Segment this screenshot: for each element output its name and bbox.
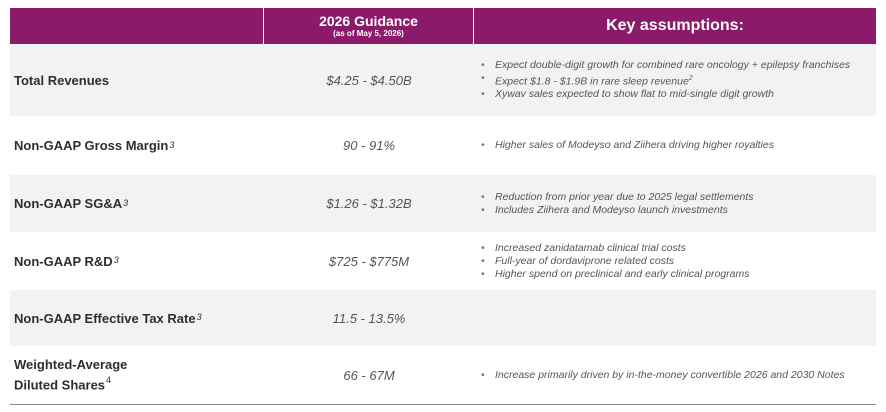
guidance-subtitle: (as of May 5, 2026) <box>333 29 404 38</box>
assumptions-cell: Increased zanidatamab clinical trial cos… <box>474 232 876 290</box>
metric-label: Total Revenues <box>10 44 264 116</box>
footnote-marker: 3 <box>113 255 119 265</box>
assumptions-list: Expect double-digit growth for combined … <box>481 59 850 102</box>
assumption-item: Expect $1.8 - $1.9B in rare sleep revenu… <box>481 72 850 89</box>
metric-name: Non-GAAP Effective Tax Rate <box>14 310 196 326</box>
metric-name: Total Revenues <box>14 72 110 88</box>
header-guidance-cell: 2026 Guidance (as of May 5, 2026) <box>264 8 474 44</box>
header-assumptions-cell: Key assumptions: <box>474 8 876 44</box>
guidance-title: 2026 Guidance <box>319 13 418 29</box>
footnote-marker: 3 <box>123 197 129 208</box>
guidance-value: $4.25 - $4.50B <box>326 72 412 88</box>
guidance-value: 11.5 - 13.5% <box>332 310 406 326</box>
assumptions-cell: Higher sales of Modeyso and Ziihera driv… <box>474 116 876 175</box>
metric-name: Non-GAAP Gross Margin <box>14 138 169 153</box>
assumptions-cell: Expect double-digit growth for combined … <box>474 44 876 116</box>
footnote-marker: 2 <box>688 74 693 82</box>
header-metric-cell <box>10 8 264 44</box>
assumptions-title: Key assumptions: <box>606 17 744 34</box>
assumptions-list: Reduction from prior year due to 2025 le… <box>481 191 754 217</box>
assumption-item: Reduction from prior year due to 2025 le… <box>481 191 754 204</box>
footnote-marker: 3 <box>196 312 202 322</box>
metric-label: Non-GAAP R&D 3 <box>10 232 264 290</box>
assumption-item: Higher sales of Modeyso and Ziihera driv… <box>481 139 774 152</box>
table-row-tax-rate: Non-GAAP Effective Tax Rate 3 11.5 - 13.5… <box>10 290 876 346</box>
metric-label: Non-GAAP SG&A 3 <box>10 175 264 232</box>
assumptions-cell: Reduction from prior year due to 2025 le… <box>474 175 876 232</box>
guidance-value: 90 - 91% <box>342 138 396 153</box>
guidance-value: $1.26 - $1.32B <box>326 196 412 211</box>
assumption-item: Higher spend on preclinical and early cl… <box>481 268 749 281</box>
assumption-item: Xywav sales expected to show flat to mid… <box>481 88 850 101</box>
assumption-item: Includes Ziihera and Modeyso launch inve… <box>481 204 754 217</box>
metric-name: Weighted-Average Diluted Shares4 <box>14 357 128 393</box>
footnote-marker: 3 <box>169 139 175 150</box>
table-row-sga: Non-GAAP SG&A3 $1.26 - $1.32B Reduction … <box>10 175 876 232</box>
table-header: 2026 Guidance (as of May 5, 2026) Key as… <box>10 8 876 44</box>
assumptions-cell: Increase primarily driven by in-the-mone… <box>474 346 876 404</box>
assumption-item: Increase primarily driven by in-the-mone… <box>481 369 845 382</box>
table-row-rnd: Non-GAAP R&D3 $725 - $775M Increased zan… <box>10 232 876 290</box>
metric-label: Non-GAAP Gross Margin 3 <box>10 116 264 175</box>
metric-label: Non-GAAP Effective Tax Rate 3 <box>10 290 264 346</box>
assumptions-list: Higher sales of Modeyso and Ziihera driv… <box>481 139 774 152</box>
bottom-divider <box>10 404 876 405</box>
assumption-item: Expect double-digit growth for combined … <box>481 59 850 72</box>
metric-name: Non-GAAP R&D <box>14 253 113 269</box>
metric-name: Non-GAAP SG&A <box>14 196 123 211</box>
assumptions-cell <box>474 290 876 346</box>
assumptions-list: Increase primarily driven by in-the-mone… <box>481 369 845 382</box>
assumption-item: Increased zanidatamab clinical trial cos… <box>481 242 749 255</box>
table-row-total-revenues: Total Revenues $4.25 - $4.50B Expect dou… <box>10 44 876 116</box>
table-row-diluted-shares: Weighted-Average Diluted Shares4 66 - 67… <box>10 346 876 404</box>
assumptions-list: Increased zanidatamab clinical trial cos… <box>481 242 749 281</box>
guidance-value: 66 - 67M <box>343 367 395 383</box>
metric-label: Weighted-Average Diluted Shares4 <box>10 346 264 404</box>
footnote-marker: 4 <box>106 375 112 386</box>
assumption-item: Full-year of dordaviprone related costs <box>481 255 749 268</box>
guidance-value: $725 - $775M <box>328 253 410 269</box>
guidance-table: 2026 Guidance (as of May 5, 2026) Key as… <box>10 8 876 405</box>
